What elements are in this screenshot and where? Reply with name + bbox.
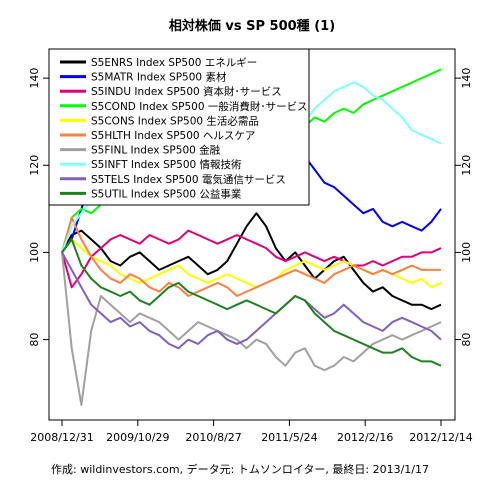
series-line-10	[61, 238, 442, 367]
legend-label-4: S5COND Index SP500 一般消費財･サービス	[91, 100, 308, 113]
x-tick-label: 2008/12/31	[30, 431, 93, 444]
y-tick-label-right: 140	[460, 68, 473, 89]
legend-label-10: S5UTIL Index SP500 公益事業	[91, 187, 242, 200]
x-tick-label: 2012/2/16	[337, 431, 393, 444]
x-tick-label: 2012/12/14	[409, 431, 472, 444]
y-tick-label-left: 80	[28, 333, 41, 347]
y-tick-label-left: 120	[28, 155, 41, 176]
y-tick-label-left: 100	[28, 242, 41, 263]
series-line-9	[61, 251, 442, 350]
legend-box	[48, 48, 310, 206]
y-tick-label-right: 80	[460, 333, 473, 347]
y-tick-label-right: 100	[460, 242, 473, 263]
legend: S5ENRS Index SP500 エネルギー S5MATR Index SP5…	[48, 48, 310, 206]
legend-label-1: S5ENRS Index SP500 エネルギー	[91, 57, 257, 69]
series-line-7	[61, 252, 442, 406]
legend-label-5: S5CONS Index SP500 生活必需品	[91, 114, 259, 127]
series-line-5	[61, 238, 442, 289]
axes: 80 80 100 100 120 120 140 140 2008/12/31 2009/10/…	[28, 68, 473, 444]
legend-label-7: S5FINL Index SP500 金融	[91, 144, 221, 157]
legend-label-3: S5INDU Index SP500 資本財･サービス	[91, 85, 282, 98]
legend-label-8: S5INFT Index SP500 情報技術	[91, 158, 242, 171]
chart-caption: 作成: wildinvestors.com, データ元: トムソンロイター, 最…	[51, 462, 429, 476]
chart-title: 相対株価 vs SP 500種 (1)	[169, 18, 335, 34]
series-line-3	[61, 229, 442, 289]
legend-label-6: S5HLTH Index SP500 ヘルスケア	[91, 130, 255, 142]
legend-label-2: S5MATR Index SP500 素材	[91, 71, 227, 84]
x-tick-label: 2011/5/24	[261, 431, 317, 444]
series-line-6	[61, 216, 441, 297]
y-tick-label-left: 140	[28, 68, 41, 89]
legend-label-9: S5TELS Index SP500 電気通信サービス	[91, 173, 286, 186]
x-tick-label: 2009/10/29	[106, 431, 169, 444]
series-line-1	[61, 212, 442, 311]
y-tick-label-right: 120	[460, 155, 473, 176]
x-tick-label: 2010/8/27	[185, 431, 241, 444]
